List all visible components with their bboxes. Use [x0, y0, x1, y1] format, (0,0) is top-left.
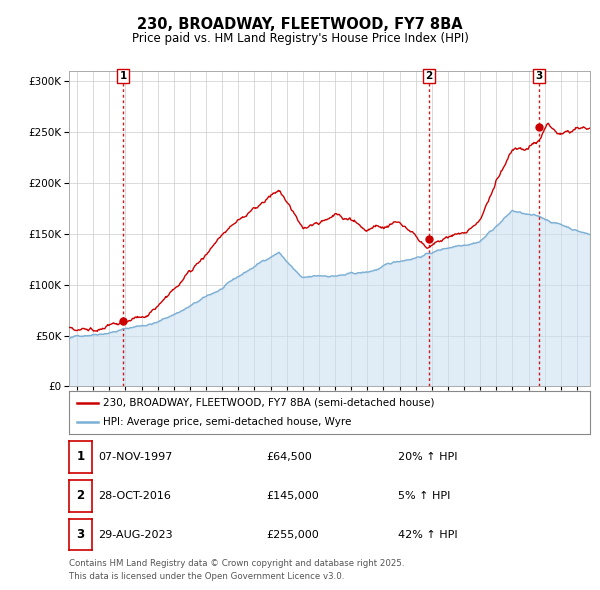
Text: £64,500: £64,500	[266, 452, 311, 461]
Text: This data is licensed under the Open Government Licence v3.0.: This data is licensed under the Open Gov…	[69, 572, 344, 581]
Text: 3: 3	[536, 71, 543, 81]
Text: 1: 1	[76, 450, 85, 463]
Text: 07-NOV-1997: 07-NOV-1997	[98, 452, 172, 461]
Text: Contains HM Land Registry data © Crown copyright and database right 2025.: Contains HM Land Registry data © Crown c…	[69, 559, 404, 568]
Text: £145,000: £145,000	[266, 491, 319, 500]
Text: 2: 2	[425, 71, 433, 81]
Text: 2: 2	[76, 489, 85, 502]
Text: 29-AUG-2023: 29-AUG-2023	[98, 530, 172, 539]
Text: 20% ↑ HPI: 20% ↑ HPI	[398, 452, 457, 461]
Text: 42% ↑ HPI: 42% ↑ HPI	[398, 530, 457, 539]
Text: 230, BROADWAY, FLEETWOOD, FY7 8BA (semi-detached house): 230, BROADWAY, FLEETWOOD, FY7 8BA (semi-…	[103, 398, 434, 408]
Text: 230, BROADWAY, FLEETWOOD, FY7 8BA: 230, BROADWAY, FLEETWOOD, FY7 8BA	[137, 17, 463, 31]
Text: £255,000: £255,000	[266, 530, 319, 539]
Text: 5% ↑ HPI: 5% ↑ HPI	[398, 491, 450, 500]
Text: Price paid vs. HM Land Registry's House Price Index (HPI): Price paid vs. HM Land Registry's House …	[131, 32, 469, 45]
Text: 28-OCT-2016: 28-OCT-2016	[98, 491, 170, 500]
Text: 1: 1	[119, 71, 127, 81]
Text: 3: 3	[76, 528, 85, 541]
Text: HPI: Average price, semi-detached house, Wyre: HPI: Average price, semi-detached house,…	[103, 417, 351, 427]
